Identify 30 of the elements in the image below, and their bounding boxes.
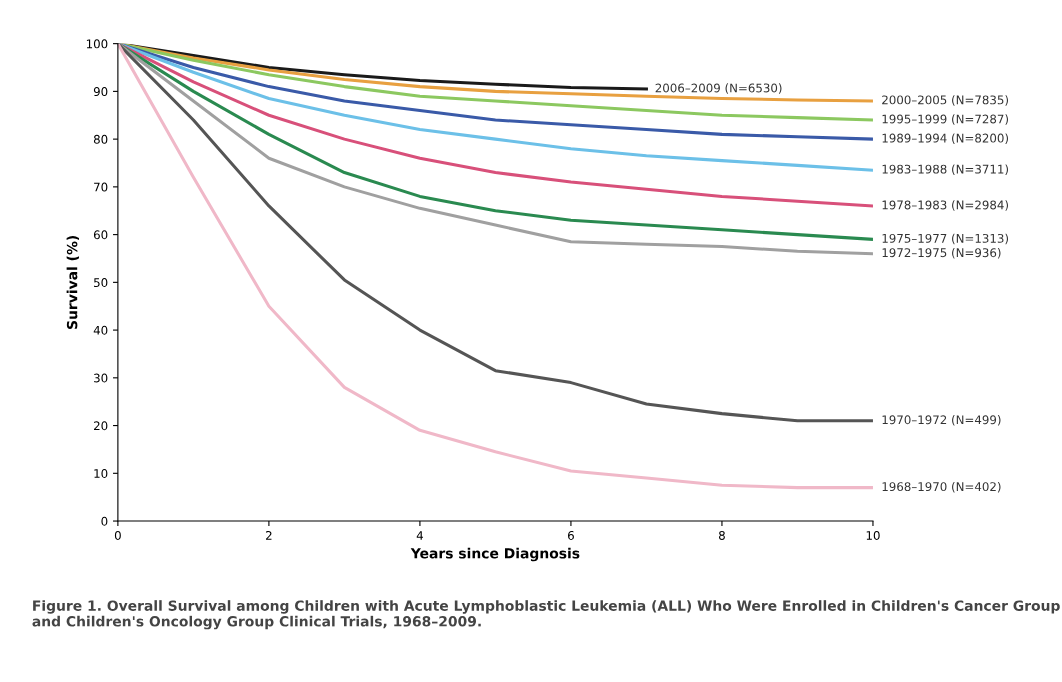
y-tick-label: 10 [94,469,108,478]
y-tick-label: 60 [93,230,108,240]
y-tick-label: 30 [94,373,108,383]
x-tick-label: 8 [718,530,725,540]
y-tick-label: 40 [93,325,108,335]
y-axis-title: Survival (%) [66,235,80,329]
series-label: 1983–1988 (N=3711) [882,164,1009,175]
series-label: 1995–1999 (N=7287) [882,114,1009,125]
series-label: 2006–2009 (N=6530) [655,83,782,94]
series-label: 2000–2005 (N=7835) [882,95,1009,106]
y-tick-label: 100 [86,39,108,49]
x-tick-label: 10 [866,530,880,540]
y-tick-label: 90 [93,87,108,97]
y-tick-label: 20 [94,421,108,431]
x-tick-label: 2 [266,530,272,540]
series-label: 1968–1970 (N=402) [882,481,1001,493]
y-tick-label: 50 [94,278,108,287]
series-label: 1989–1994 (N=8200) [882,133,1009,144]
x-tick-label: 0 [114,530,121,540]
y-tick-label: 0 [101,516,108,526]
x-tick-label: 6 [568,530,574,540]
series-label: 1975–1977 (N=1313) [882,233,1009,245]
x-tick-label: 4 [416,531,424,540]
series-label: 1972–1975 (N=936) [882,248,1001,259]
series-label: 1970–1972 (N=499) [882,415,1001,426]
y-tick-label: 70 [94,182,108,192]
x-axis-title: Years since Diagnosis [410,547,580,562]
series-label: 1978–1983 (N=2984) [882,200,1009,211]
caption: Figure 1. Overall Survival among Children with Acute Lymphoblastic Leukemia (ALL) Who Were Enrolled in Children's Cancer Group and Children's Oncology Group Clinical Trials, 1968–2009. [32,600,1060,630]
y-tick-label: 80 [93,134,108,144]
